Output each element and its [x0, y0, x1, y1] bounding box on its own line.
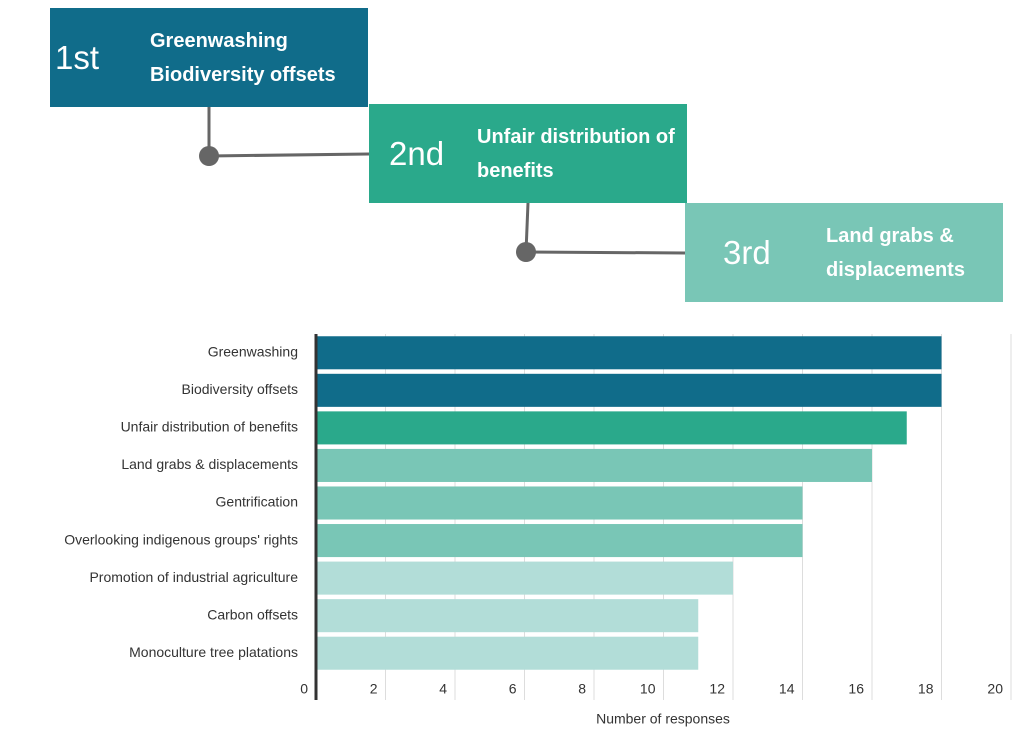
x-tick-label: 8 — [578, 681, 586, 697]
x-tick-label: 4 — [439, 681, 447, 697]
rank: 1st — [55, 38, 100, 76]
bar — [316, 561, 733, 595]
rank-items: Greenwashing Biodiversity offsets — [150, 24, 336, 92]
rank-box: 3rd Land grabs & displacements — [685, 203, 1003, 302]
bar — [316, 524, 803, 558]
bar — [316, 448, 872, 482]
y-tick-label: Greenwashing — [208, 343, 298, 359]
x-tick-label: 18 — [918, 681, 934, 697]
bar — [316, 411, 907, 445]
bar — [316, 373, 942, 407]
y-tick-label: Gentrification — [216, 494, 298, 510]
rank-box: 2nd Unfair distribution of benefits — [369, 104, 687, 203]
rank: 3rd — [723, 233, 771, 271]
bar — [316, 486, 803, 520]
y-tick-label: Promotion of industrial agriculture — [89, 569, 298, 585]
y-tick-label: Unfair distribution of benefits — [121, 419, 298, 435]
x-tick-label: 2 — [370, 681, 378, 697]
connector-dot — [516, 242, 536, 262]
x-tick-label: 10 — [640, 681, 656, 697]
bar — [316, 636, 699, 670]
y-tick-label: Monoculture tree platations — [129, 644, 298, 660]
y-tick-label: Land grabs & displacements — [121, 456, 298, 472]
rank-items: Unfair distribution of benefits — [477, 120, 687, 188]
rank-box: 1st Greenwashing Biodiversity offsets — [50, 8, 368, 107]
y-tick-label: Carbon offsets — [207, 606, 298, 622]
rank: 2nd — [389, 134, 445, 172]
connector-dot — [199, 146, 219, 166]
x-tick-label: 0 — [300, 681, 308, 697]
x-tick-label: 16 — [848, 681, 864, 697]
connector — [208, 152, 370, 158]
bar — [316, 599, 699, 633]
y-tick-label: Overlooking indigenous groups' rights — [64, 531, 298, 547]
rank-item: Biodiversity offsets — [150, 63, 336, 86]
bar — [316, 336, 942, 370]
rank-item: Land grabs & displacements — [826, 224, 965, 281]
rank-item: Unfair distribution of benefits — [477, 125, 675, 182]
x-tick-label: 20 — [987, 681, 1003, 697]
x-axis-label: Number of responses — [596, 711, 730, 727]
connector — [525, 250, 686, 255]
rank-items: Land grabs & displacements — [826, 219, 996, 287]
x-tick-label: 6 — [509, 681, 517, 697]
x-tick-label: 12 — [709, 681, 725, 697]
y-tick-label: Biodiversity offsets — [182, 381, 298, 397]
x-tick-label: 14 — [779, 681, 795, 697]
rank-item: Greenwashing — [150, 29, 288, 52]
